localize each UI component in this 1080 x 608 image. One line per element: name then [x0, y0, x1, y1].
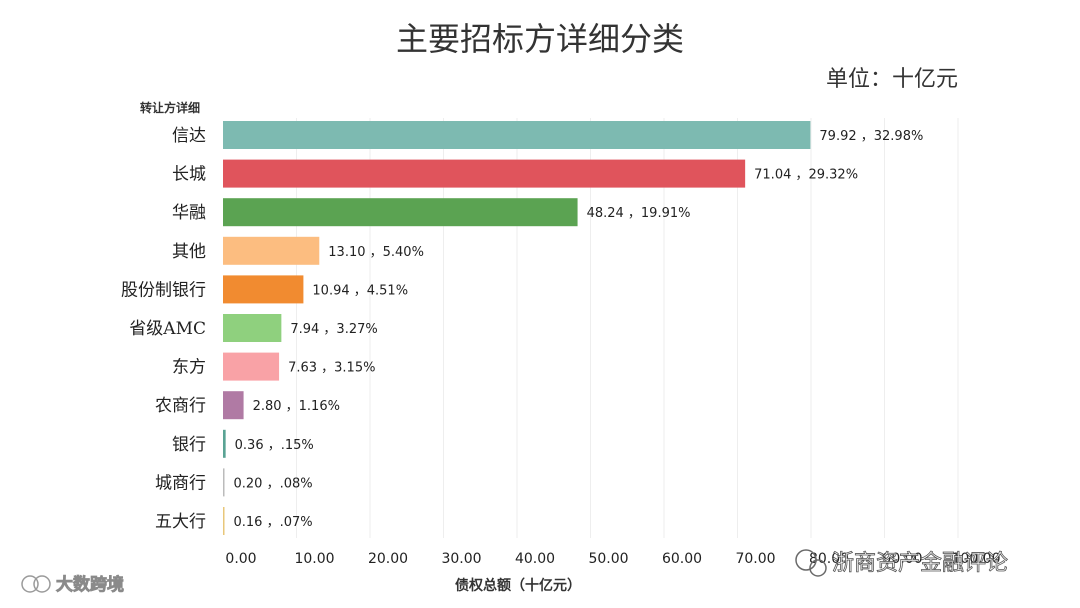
x-tick-label: 90.00 — [882, 551, 922, 567]
wechat-icon — [795, 549, 827, 577]
bar — [223, 429, 226, 458]
x-tick-label: 30.00 — [441, 551, 481, 567]
category-label: 其他 — [172, 242, 206, 262]
data-label: 2.80 ，1.16% — [253, 399, 340, 414]
dimension-title: 转让方详细 — [140, 100, 200, 115]
x-tick-label: 0.00 — [225, 551, 256, 567]
category-label: 长城 — [172, 165, 206, 185]
category-label: 五大行 — [155, 512, 206, 532]
data-label: 0.20 ，.08% — [234, 476, 313, 491]
bar — [223, 121, 811, 149]
chart-title: 主要招标方详细分类 — [396, 20, 684, 58]
grid-lines — [296, 118, 959, 538]
bars — [223, 121, 811, 535]
category-label: 华融 — [172, 203, 206, 223]
data-labels: 79.92 ，32.98% 71.04 ，29.32% 48.24 ，19.91% 1… — [234, 129, 924, 530]
watermark-left: 大数跨境 — [21, 574, 124, 595]
x-axis-title: 债权总额（十亿元） — [455, 577, 581, 594]
bar — [223, 468, 225, 497]
category-label: 农商行 — [155, 396, 206, 416]
bar — [223, 236, 320, 265]
category-label: 股份制银行 — [121, 280, 206, 300]
category-label: 城商行 — [155, 473, 206, 493]
bar — [223, 159, 746, 188]
bar — [223, 275, 304, 304]
watermark-right-text: 浙商资产金融评论 — [832, 551, 1008, 576]
category-label: 东方 — [172, 358, 206, 378]
data-label: 79.92 ，32.98% — [819, 129, 923, 144]
x-tick-label: 80.00 — [809, 551, 849, 567]
data-label: 48.24 ，19.91% — [587, 206, 691, 221]
x-tick-label: 50.00 — [588, 551, 628, 567]
watermark-left-text: 大数跨境 — [56, 574, 124, 595]
bar — [223, 507, 225, 535]
x-tick-label: 10.00 — [294, 551, 334, 567]
bar — [223, 198, 578, 227]
unit-label: 单位：十亿元 — [826, 67, 958, 92]
bar — [223, 391, 244, 420]
category-label: 银行 — [172, 435, 206, 455]
x-tick-label: 100.00 — [952, 551, 1001, 567]
watermark-right: 浙商资产金融评论 — [795, 549, 1008, 577]
bar — [223, 352, 280, 381]
x-tick-label: 40.00 — [515, 551, 555, 567]
logo-icon — [21, 575, 51, 593]
data-label: 71.04 ，29.32% — [754, 168, 858, 183]
data-label: 7.63 ，3.15% — [288, 361, 375, 376]
data-label: 0.16 ，.07% — [234, 515, 313, 530]
data-label: 0.36 ，.15% — [235, 438, 314, 453]
x-tick-label: 70.00 — [735, 551, 775, 567]
data-label: 13.10 ，5.40% — [328, 245, 424, 260]
category-label: 省级AMC — [129, 319, 206, 339]
category-label: 信达 — [172, 126, 206, 146]
bar — [223, 314, 282, 342]
x-tick-label: 60.00 — [662, 551, 702, 567]
x-tick-labels: 0.00 10.00 20.00 30.00 40.00 50.00 60.00 70.00 8… — [225, 551, 1000, 567]
x-tick-label: 20.00 — [368, 551, 408, 567]
data-label: 10.94 ，4.51% — [312, 283, 408, 298]
data-label: 7.94 ，3.27% — [290, 322, 377, 337]
